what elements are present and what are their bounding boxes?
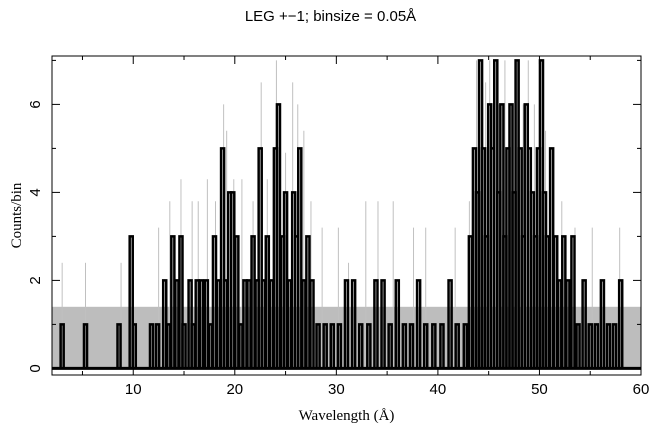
black-histogram-layer	[52, 59, 641, 370]
histogram-bin	[257, 147, 263, 369]
x-tick-label: 50	[531, 381, 548, 398]
histogram-bin	[593, 323, 600, 369]
histogram-bin	[59, 323, 65, 369]
histogram-bin	[422, 323, 429, 369]
histogram-bin	[599, 279, 606, 369]
histogram-bin	[148, 323, 155, 369]
histogram-bin	[82, 323, 89, 369]
histogram-bin	[575, 323, 581, 369]
x-tick-label: 20	[226, 381, 243, 398]
x-tick-label: 30	[328, 381, 345, 398]
x-tick-labels: 10 20 30 40 50 60	[125, 381, 649, 398]
histogram-bin	[380, 279, 386, 369]
histogram-bin	[350, 279, 357, 369]
histogram-bin	[387, 323, 393, 369]
histogram-bin	[611, 323, 618, 369]
histogram-bin	[401, 323, 408, 369]
histogram-bin	[297, 147, 303, 369]
histogram-bin	[343, 279, 350, 369]
x-axis-label: Wavelength (Å)	[299, 408, 395, 424]
histogram-bin	[587, 323, 593, 369]
histogram-bin	[234, 235, 240, 369]
x-tick-label: 40	[430, 381, 447, 398]
histogram-bin	[366, 323, 372, 369]
histogram-bin	[181, 323, 187, 369]
histogram-bin	[128, 235, 134, 369]
histogram-bin	[439, 323, 445, 369]
histogram-bin	[198, 279, 205, 369]
y-tick-label: 0	[27, 364, 44, 372]
histogram-bin	[415, 279, 422, 369]
histogram-bin	[329, 323, 336, 369]
y-tick-label: 6	[27, 100, 44, 108]
y-tick-labels: 0 2 4 6	[27, 100, 44, 372]
histogram-bin	[357, 323, 364, 369]
plot-frame	[51, 55, 642, 376]
histogram-bin	[116, 323, 122, 369]
histogram-bin	[581, 279, 587, 369]
histogram-bin	[570, 235, 576, 369]
histogram-bin	[565, 279, 571, 369]
histogram-bin	[178, 235, 184, 369]
histogram-bin	[315, 323, 321, 369]
histogram-bin	[462, 323, 469, 369]
histogram-bin	[394, 279, 401, 369]
x-tick-label: 10	[125, 381, 142, 398]
y-tick-label: 4	[27, 188, 44, 196]
histogram-bin	[154, 323, 161, 369]
x-tick-label: 60	[633, 381, 650, 398]
histogram-bin	[431, 323, 437, 369]
histogram-bin	[454, 323, 460, 369]
histogram-bin	[605, 323, 612, 369]
histogram-bin	[408, 323, 415, 369]
histogram-bin	[322, 323, 328, 369]
histogram-bin	[373, 279, 379, 369]
chart-title: LEG +−1; binsize = 0.05Å	[244, 8, 417, 25]
histogram-bin	[617, 279, 624, 369]
histogram-bin	[447, 279, 453, 369]
histogram-bin	[336, 323, 343, 369]
histogram-bin	[219, 147, 226, 369]
axis-ticks	[52, 56, 642, 375]
histogram-bin	[131, 323, 138, 369]
y-tick-label: 2	[27, 276, 44, 284]
y-axis-label: Counts/bin	[9, 182, 25, 248]
histogram-bin	[309, 279, 315, 369]
